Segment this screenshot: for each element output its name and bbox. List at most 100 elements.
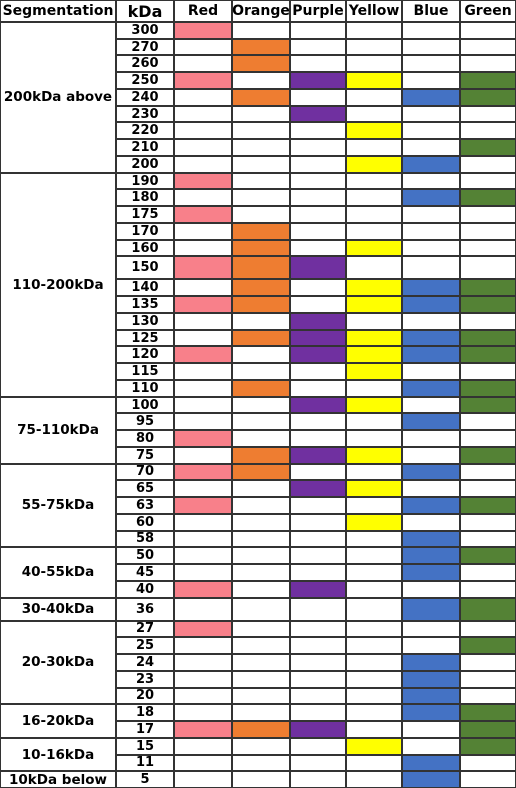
segment-label: 110-200kDa bbox=[0, 172, 116, 397]
band-mark-green bbox=[460, 279, 516, 297]
band-mark-red bbox=[174, 256, 232, 280]
band-cell-red bbox=[174, 413, 232, 431]
band-cell-red bbox=[174, 363, 232, 380]
band-cell-green bbox=[460, 463, 516, 481]
band-cell-green bbox=[460, 38, 516, 56]
band-cell-blue bbox=[402, 122, 460, 140]
kda-value: 210 bbox=[116, 139, 174, 156]
band-mark-yellow bbox=[346, 72, 402, 89]
band-cell-blue bbox=[402, 363, 460, 380]
segment-label: 40-55kDa bbox=[0, 547, 116, 598]
band-mark-red bbox=[174, 620, 232, 638]
band-cell-green bbox=[460, 620, 516, 638]
band-mark-blue bbox=[402, 687, 460, 705]
band-cell-red bbox=[174, 105, 232, 123]
band-cell-red bbox=[174, 654, 232, 671]
band-cell-green bbox=[460, 413, 516, 431]
band-cell-yellow bbox=[346, 530, 402, 548]
band-cell-orange bbox=[232, 312, 290, 330]
band-mark-green bbox=[460, 88, 516, 106]
segment-label: 16-20kDa bbox=[0, 704, 116, 738]
segment-label: 20-30kDa bbox=[0, 620, 116, 705]
band-cell-yellow bbox=[346, 463, 402, 481]
kda-value: 75 bbox=[116, 446, 174, 464]
band-cell-red bbox=[174, 396, 232, 414]
kda-value: 27 bbox=[116, 620, 174, 638]
band-cell-green bbox=[460, 530, 516, 548]
band-cell-red bbox=[174, 513, 232, 531]
segment-label: 10-16kDa bbox=[0, 737, 116, 772]
band-cell-purple bbox=[290, 139, 346, 156]
band-cell-yellow bbox=[346, 654, 402, 671]
band-mark-orange bbox=[232, 38, 290, 56]
band-cell-orange bbox=[232, 155, 290, 173]
band-cell-blue bbox=[402, 172, 460, 190]
kda-value: 180 bbox=[116, 189, 174, 207]
band-cell-purple bbox=[290, 55, 346, 73]
band-cell-orange bbox=[232, 687, 290, 705]
band-cell-orange bbox=[232, 413, 290, 431]
band-mark-red bbox=[174, 430, 232, 447]
kda-value: 160 bbox=[116, 239, 174, 257]
band-cell-purple bbox=[290, 206, 346, 223]
band-mark-purple bbox=[290, 346, 346, 364]
band-cell-orange bbox=[232, 480, 290, 498]
band-cell-purple bbox=[290, 547, 346, 565]
band-cell-blue bbox=[402, 396, 460, 414]
band-cell-orange bbox=[232, 580, 290, 598]
band-mark-orange bbox=[232, 721, 290, 738]
band-cell-orange bbox=[232, 189, 290, 207]
band-cell-yellow bbox=[346, 564, 402, 581]
band-cell-orange bbox=[232, 670, 290, 688]
band-cell-blue bbox=[402, 620, 460, 638]
header-segmentation: Segmentation bbox=[0, 0, 116, 22]
band-cell-yellow bbox=[346, 38, 402, 56]
band-cell-blue bbox=[402, 222, 460, 240]
band-cell-red bbox=[174, 189, 232, 207]
band-mark-yellow bbox=[346, 329, 402, 347]
kda-value: 135 bbox=[116, 296, 174, 313]
band-cell-green bbox=[460, 670, 516, 688]
band-cell-blue bbox=[402, 446, 460, 464]
header-orange: Orange bbox=[232, 0, 290, 22]
band-cell-purple bbox=[290, 222, 346, 240]
band-mark-yellow bbox=[346, 396, 402, 414]
band-cell-red bbox=[174, 155, 232, 173]
segment-label: 200kDa above bbox=[0, 22, 116, 173]
band-cell-blue bbox=[402, 206, 460, 223]
band-cell-green bbox=[460, 172, 516, 190]
band-cell-blue bbox=[402, 239, 460, 257]
band-cell-red bbox=[174, 122, 232, 140]
band-cell-orange bbox=[232, 497, 290, 514]
band-cell-red bbox=[174, 737, 232, 755]
band-cell-red bbox=[174, 329, 232, 347]
band-cell-yellow bbox=[346, 105, 402, 123]
band-cell-blue bbox=[402, 430, 460, 447]
band-cell-green bbox=[460, 771, 516, 788]
band-cell-red bbox=[174, 637, 232, 655]
band-mark-yellow bbox=[346, 296, 402, 313]
band-cell-red bbox=[174, 222, 232, 240]
band-mark-blue bbox=[402, 547, 460, 565]
band-mark-blue bbox=[402, 704, 460, 721]
band-cell-purple bbox=[290, 279, 346, 297]
band-cell-green bbox=[460, 312, 516, 330]
kda-value: 120 bbox=[116, 346, 174, 364]
band-mark-orange bbox=[232, 88, 290, 106]
band-mark-blue bbox=[402, 597, 460, 621]
band-cell-orange bbox=[232, 139, 290, 156]
band-mark-green bbox=[460, 346, 516, 364]
band-mark-red bbox=[174, 172, 232, 190]
band-cell-purple bbox=[290, 155, 346, 173]
band-mark-yellow bbox=[346, 480, 402, 498]
band-mark-green bbox=[460, 296, 516, 313]
band-cell-red bbox=[174, 530, 232, 548]
kda-value: 250 bbox=[116, 72, 174, 89]
band-cell-orange bbox=[232, 530, 290, 548]
band-cell-red bbox=[174, 564, 232, 581]
band-cell-blue bbox=[402, 737, 460, 755]
band-cell-purple bbox=[290, 239, 346, 257]
band-mark-red bbox=[174, 206, 232, 223]
band-cell-yellow bbox=[346, 206, 402, 223]
band-cell-blue bbox=[402, 22, 460, 39]
